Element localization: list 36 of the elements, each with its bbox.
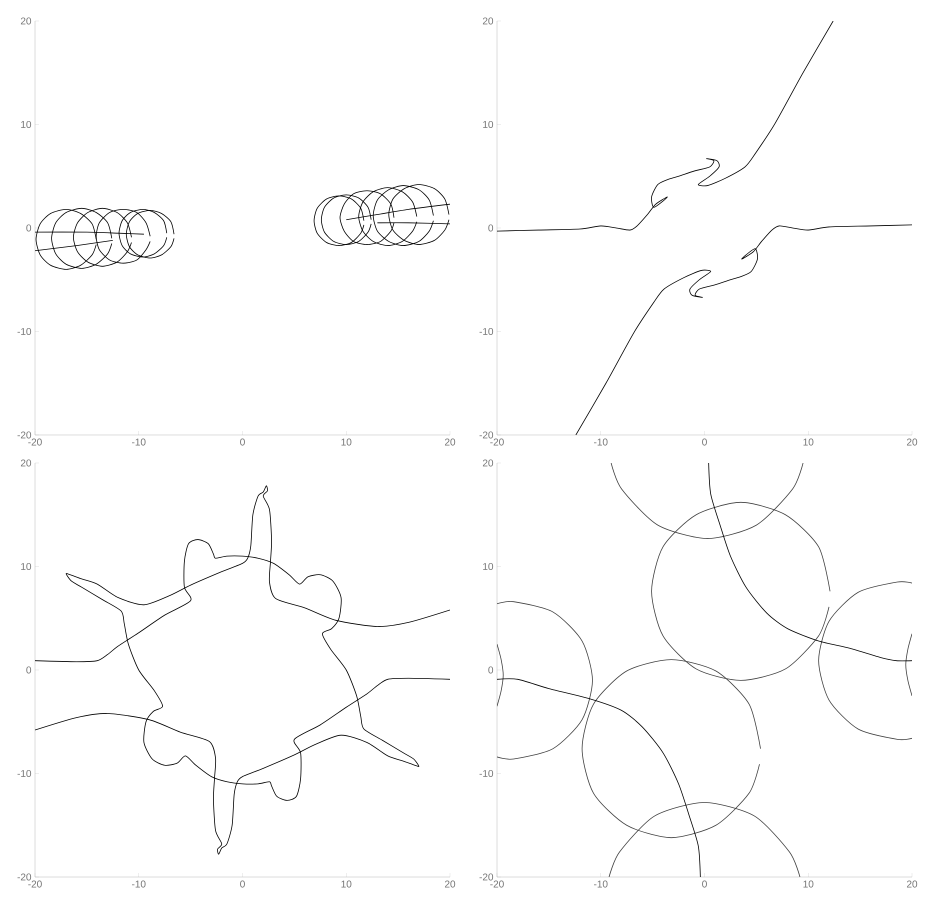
y-tick-label: 0 [26, 224, 32, 232]
y-tick-label: -20 [480, 431, 494, 439]
x-tick-label: -10 [132, 438, 146, 446]
y-tick-label: 0 [488, 224, 494, 232]
x-tick-label: -10 [594, 438, 608, 446]
x-tick-label: 0 [240, 880, 245, 888]
x-tick-label: 10 [341, 438, 352, 446]
y-tick-label: 20 [482, 459, 494, 467]
y-tick-label: -20 [18, 873, 32, 881]
x-tick-label: -10 [132, 880, 146, 888]
y-tick-label: 10 [483, 120, 494, 128]
x-tick-label: 0 [240, 438, 245, 446]
x-tick-label: 0 [702, 438, 707, 446]
x-tick-label: 20 [444, 880, 456, 888]
x-tick-label: 20 [906, 438, 918, 446]
x-tick-label: 10 [803, 438, 814, 446]
y-tick-label: -10 [480, 328, 494, 336]
y-tick-label: 20 [482, 17, 494, 25]
x-tick-label: 0 [702, 880, 707, 888]
x-tick-label: 10 [803, 880, 814, 888]
x-tick-label: -10 [594, 880, 608, 888]
y-tick-label: -20 [18, 431, 32, 439]
y-tick-label: -10 [18, 328, 32, 336]
y-tick-label: 0 [488, 666, 494, 674]
y-tick-label: 20 [20, 459, 32, 467]
y-tick-label: -10 [18, 770, 32, 778]
y-tick-label: -10 [480, 770, 494, 778]
x-tick-label: 20 [906, 880, 918, 888]
y-tick-label: 20 [20, 17, 32, 25]
x-tick-label: 20 [444, 438, 456, 446]
y-tick-label: 10 [21, 562, 32, 570]
y-tick-label: 10 [483, 562, 494, 570]
y-tick-label: 10 [21, 120, 32, 128]
y-tick-label: 0 [26, 666, 32, 674]
y-tick-label: -20 [480, 873, 494, 881]
x-tick-label: 10 [341, 880, 352, 888]
